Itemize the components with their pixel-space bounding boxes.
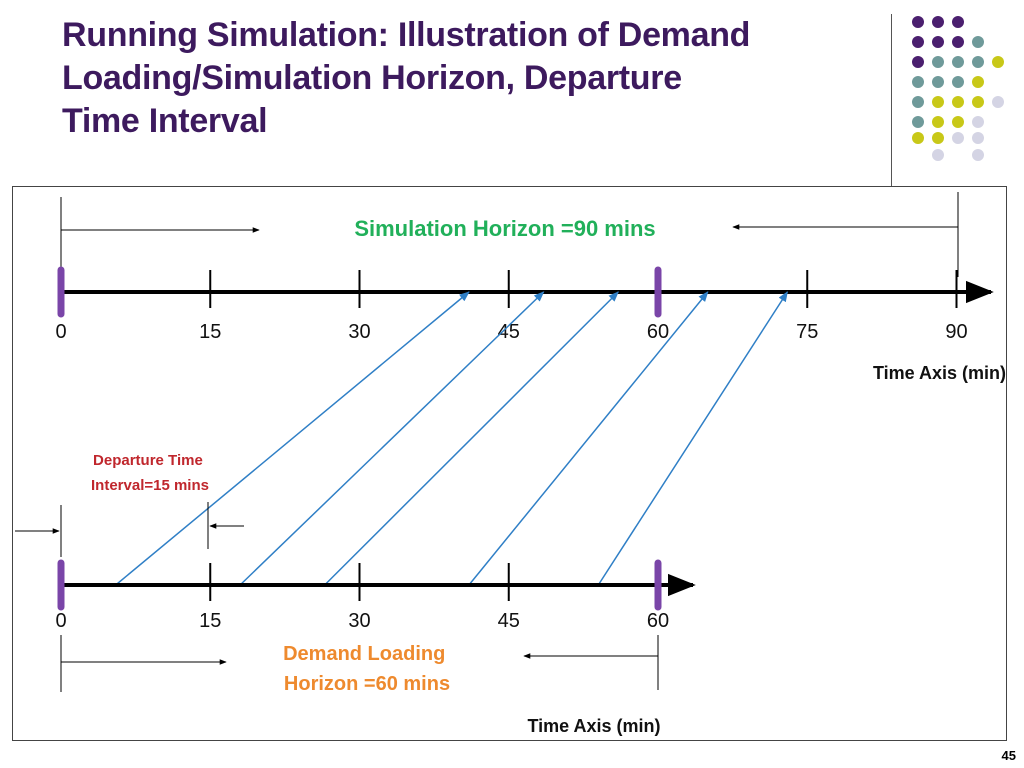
simulation-horizon-label: Simulation Horizon =90 mins [354,216,655,241]
dot [912,76,924,88]
dot [972,96,984,108]
dot [952,36,964,48]
slide-title-line: Running Simulation: Illustration of Dema… [62,16,751,54]
trajectory-arrow [324,291,619,586]
axis-tick-label: 45 [498,321,520,343]
dot [932,149,944,161]
bottom-axis-label: Time Axis (min) [527,716,660,736]
axis-tick-label: 15 [199,321,221,343]
dot [912,36,924,48]
dot [932,132,944,144]
decorative-dot-grid [912,16,1004,161]
dot [992,96,1004,108]
axis-tick-label: 0 [55,610,66,632]
simulation-timeline-diagram: Simulation Horizon =90 mins 0 15 30 45 60 75 9… [15,192,1006,736]
dot [972,149,984,161]
axis-tick-label: 30 [348,610,370,632]
top-time-axis: 0 15 30 45 60 75 90 [55,266,994,343]
dot [952,76,964,88]
slide-title-line: Time Interval [62,102,268,140]
axis-tick-label: 0 [55,321,66,343]
slide-title-line: Loading/Simulation Horizon, Departure [62,59,682,97]
departure-interval-label: Departure Time Interval=15 mins [91,452,209,494]
axis-tick-label: 15 [199,610,221,632]
axis-tick-label: 90 [945,321,967,343]
departure-interval-label-line: Departure Time [93,452,203,469]
axis-tick-label: 30 [348,321,370,343]
title-divider [891,14,892,186]
dot [972,36,984,48]
dot [952,96,964,108]
dot [932,76,944,88]
trajectory-arrow [115,291,470,586]
dot [912,96,924,108]
demand-loading-label-line: Demand Loading [283,643,445,665]
dot [912,116,924,128]
bottom-time-axis: 0 15 30 45 60 [55,559,696,632]
dot [912,16,924,28]
trajectory-arrow [597,291,788,586]
dot [912,56,924,68]
dot [972,116,984,128]
demand-loading-label: Demand Loading Horizon =60 mins [283,643,451,695]
trajectory-arrow [239,291,545,586]
top-axis-label: Time Axis (min) [873,363,1006,383]
dot [912,132,924,144]
departure-interval-label-line: Interval=15 mins [91,477,209,494]
dot [952,132,964,144]
slide-title: Running Simulation: Illustration of Dema… [62,14,882,143]
dot [972,132,984,144]
dot [992,56,1004,68]
axis-tick-label: 45 [498,610,520,632]
demand-loading-label-line: Horizon =60 mins [284,673,450,695]
axis-tick-label: 75 [796,321,818,343]
dot [952,16,964,28]
dot [952,116,964,128]
dot [972,76,984,88]
dot [972,56,984,68]
dot [952,56,964,68]
diagram-frame: Simulation Horizon =90 mins 0 15 30 45 60 75 9… [12,186,1007,741]
dot [932,16,944,28]
trajectory-arrow [468,291,709,586]
dot [932,36,944,48]
vehicle-trajectories [115,291,788,586]
dot [932,96,944,108]
axis-tick-label: 60 [647,321,669,343]
page-number: 45 [1001,748,1016,763]
axis-tick-label: 60 [647,610,669,632]
dot [932,56,944,68]
dot [932,116,944,128]
